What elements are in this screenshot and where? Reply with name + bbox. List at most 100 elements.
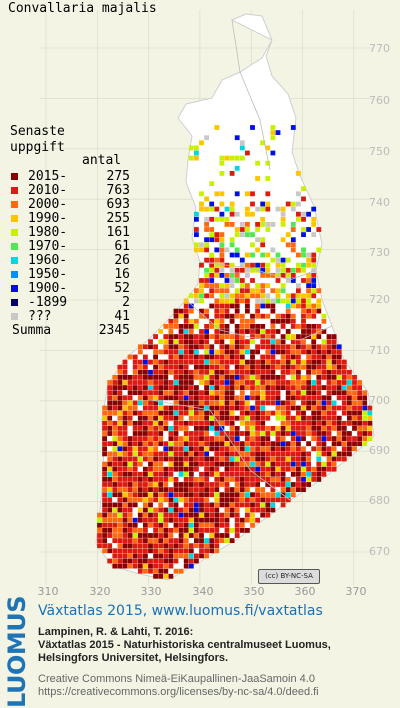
occurrence-cell [331,456,337,462]
occurrence-cell [143,441,148,447]
distribution-map: Convallaria majalis Senaste uppgift anta… [8,1,390,598]
occurrence-cell [255,293,260,299]
occurrence-cell [331,436,337,441]
occurrence-cell [290,267,296,273]
occurrence-cell [321,364,327,370]
occurrence-cell [229,395,235,401]
occurrence-cell [209,522,215,528]
occurrence-cell [163,456,169,462]
occurrence-cell [255,288,260,294]
occurrence-cell [132,390,138,396]
occurrence-cell [148,426,153,431]
occurrence-cell [163,563,169,569]
occurrence-cell [122,528,128,533]
occurrence-cell [183,400,189,406]
occurrence-cell [219,257,225,263]
occurrence-cell [224,400,230,406]
occurrence-cell [214,273,220,278]
occurrence-cell [316,380,322,385]
occurrence-cell [245,339,250,345]
occurrence-cell [285,359,291,365]
occurrence-cell [173,380,179,385]
occurrence-cell [290,125,296,130]
occurrence-cell [290,303,296,309]
occurrence-cell [163,324,169,329]
occurrence-cell [250,334,255,339]
occurrence-cell [265,176,271,181]
occurrence-cell [209,420,215,426]
occurrence-cell [153,528,158,533]
occurrence-cell [296,334,301,339]
occurrence-cell [148,420,153,426]
occurrence-cell [214,436,220,441]
occurrence-cell [158,426,164,431]
occurrence-cell [158,471,164,477]
occurrence-cell [168,497,174,503]
occurrence-cell [306,385,311,390]
occurrence-cell [117,420,123,426]
occurrence-cell [316,415,322,421]
occurrence-cell [239,354,245,360]
occurrence-cell [214,461,220,467]
occurrence-cell [122,563,128,569]
occurrence-cell [153,563,158,569]
y-tick-label: 750 [369,145,390,158]
occurrence-cell [214,405,220,411]
occurrence-cell [250,482,255,487]
occurrence-cell [107,451,113,457]
occurrence-cell [311,313,317,319]
occurrence-cell [229,538,235,543]
occurrence-cell [102,405,107,411]
occurrence-cell [107,477,113,482]
occurrence-cell [127,543,133,549]
occurrence-cell [306,364,311,370]
occurrence-cell [209,262,215,268]
occurrence-cell [214,543,220,549]
occurrence-cell [127,533,133,538]
occurrence-cell [219,237,225,243]
occurrence-cell [178,364,184,370]
occurrence-cell [357,420,362,426]
occurrence-cell [107,528,113,533]
occurrence-cell [239,390,245,396]
occurrence-cell [234,308,240,314]
occurrence-cell [224,405,230,411]
occurrence-cell [321,431,327,436]
occurrence-cell [178,339,184,345]
occurrence-cell [352,395,357,401]
occurrence-cell [234,293,240,299]
occurrence-cell [285,242,291,248]
occurrence-cell [163,573,169,579]
occurrence-cell [316,446,322,452]
occurrence-cell [209,538,215,543]
occurrence-cell [173,385,179,390]
occurrence-cell [250,497,255,503]
occurrence-cell [234,502,240,508]
occurrence-cell [178,329,184,334]
occurrence-cell [285,334,291,339]
occurrence-cell [183,359,189,365]
occurrence-cell [301,252,306,258]
occurrence-cell [209,380,215,385]
occurrence-cell [199,364,204,370]
occurrence-cell [275,492,281,498]
occurrence-cell [245,471,250,477]
occurrence-cell [112,477,118,482]
legend-row: 2015- 275 [10,170,130,184]
occurrence-cell [188,324,194,329]
occurrence-cell [178,375,184,380]
occurrence-cell [250,441,255,447]
occurrence-cell [331,349,337,355]
occurrence-cell [137,538,143,543]
occurrence-cell [158,395,164,401]
legend-row: -1899 2 [10,296,130,310]
occurrence-cell [122,375,128,380]
occurrence-cell [214,451,220,457]
occurrence-cell [245,329,250,334]
occurrence-cell [112,487,118,492]
occurrence-cell [352,441,357,447]
occurrence-cell [270,339,276,345]
occurrence-cell [214,283,220,288]
occurrence-cell [143,426,148,431]
occurrence-cell [229,451,235,457]
